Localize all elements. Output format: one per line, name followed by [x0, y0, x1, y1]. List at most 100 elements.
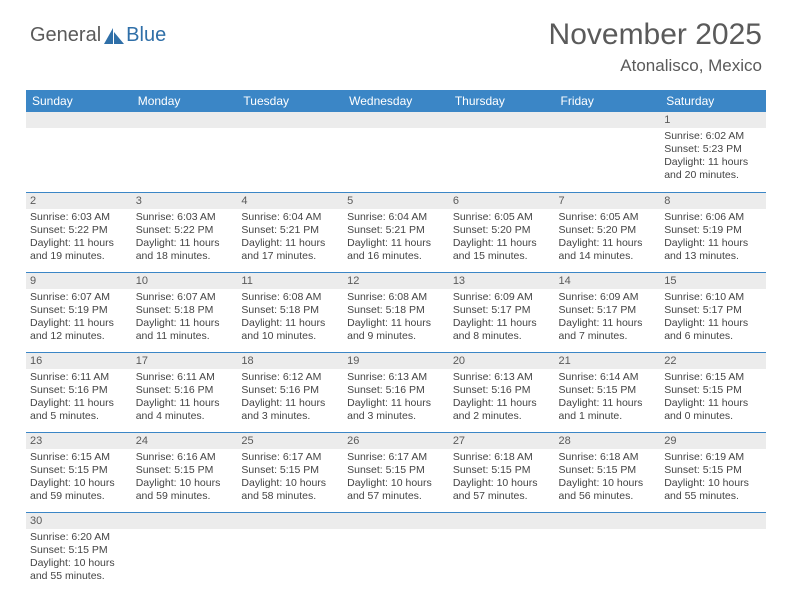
weekday-header: Sunday	[26, 90, 132, 112]
day-number: 16	[26, 353, 132, 369]
day-number: 15	[660, 273, 766, 289]
calendar-week: 2Sunrise: 6:03 AMSunset: 5:22 PMDaylight…	[26, 192, 766, 272]
sunset-line: Sunset: 5:19 PM	[30, 304, 128, 317]
sunrise-line: Sunrise: 6:16 AM	[136, 451, 234, 464]
day-number: 1	[660, 112, 766, 128]
day-number-bar	[343, 513, 449, 529]
sunset-line: Sunset: 5:16 PM	[453, 384, 551, 397]
daylight-line: Daylight: 10 hours and 55 minutes.	[664, 477, 762, 503]
daylight-line: Daylight: 11 hours and 2 minutes.	[453, 397, 551, 423]
calendar-day: 27Sunrise: 6:18 AMSunset: 5:15 PMDayligh…	[449, 432, 555, 512]
calendar-week: 9Sunrise: 6:07 AMSunset: 5:19 PMDaylight…	[26, 272, 766, 352]
day-number: 23	[26, 433, 132, 449]
brand-logo: General Blue	[30, 18, 166, 47]
daylight-line: Daylight: 10 hours and 57 minutes.	[347, 477, 445, 503]
day-details: Sunrise: 6:14 AMSunset: 5:15 PMDaylight:…	[555, 369, 661, 427]
sunrise-line: Sunrise: 6:04 AM	[241, 211, 339, 224]
day-number: 14	[555, 273, 661, 289]
calendar-day: 1Sunrise: 6:02 AMSunset: 5:23 PMDaylight…	[660, 112, 766, 192]
day-details: Sunrise: 6:07 AMSunset: 5:18 PMDaylight:…	[132, 289, 238, 347]
calendar-day: 28Sunrise: 6:18 AMSunset: 5:15 PMDayligh…	[555, 432, 661, 512]
day-details: Sunrise: 6:12 AMSunset: 5:16 PMDaylight:…	[237, 369, 343, 427]
sunset-line: Sunset: 5:21 PM	[347, 224, 445, 237]
calendar-day: 10Sunrise: 6:07 AMSunset: 5:18 PMDayligh…	[132, 272, 238, 352]
calendar-day-empty	[132, 512, 238, 592]
day-number: 8	[660, 193, 766, 209]
daylight-line: Daylight: 11 hours and 15 minutes.	[453, 237, 551, 263]
calendar-day: 20Sunrise: 6:13 AMSunset: 5:16 PMDayligh…	[449, 352, 555, 432]
day-details: Sunrise: 6:11 AMSunset: 5:16 PMDaylight:…	[132, 369, 238, 427]
calendar-week: 16Sunrise: 6:11 AMSunset: 5:16 PMDayligh…	[26, 352, 766, 432]
weekday-header: Friday	[555, 90, 661, 112]
sunset-line: Sunset: 5:22 PM	[136, 224, 234, 237]
sunrise-line: Sunrise: 6:13 AM	[347, 371, 445, 384]
calendar-day-empty	[449, 112, 555, 192]
sunset-line: Sunset: 5:15 PM	[559, 464, 657, 477]
day-details: Sunrise: 6:17 AMSunset: 5:15 PMDaylight:…	[343, 449, 449, 507]
day-details: Sunrise: 6:15 AMSunset: 5:15 PMDaylight:…	[26, 449, 132, 507]
calendar-week: 1Sunrise: 6:02 AMSunset: 5:23 PMDaylight…	[26, 112, 766, 192]
calendar-week: 30Sunrise: 6:20 AMSunset: 5:15 PMDayligh…	[26, 512, 766, 592]
sunrise-line: Sunrise: 6:15 AM	[664, 371, 762, 384]
daylight-line: Daylight: 11 hours and 3 minutes.	[241, 397, 339, 423]
sunrise-line: Sunrise: 6:18 AM	[559, 451, 657, 464]
daylight-line: Daylight: 11 hours and 3 minutes.	[347, 397, 445, 423]
calendar-day-empty	[343, 112, 449, 192]
calendar-day: 21Sunrise: 6:14 AMSunset: 5:15 PMDayligh…	[555, 352, 661, 432]
calendar-day: 17Sunrise: 6:11 AMSunset: 5:16 PMDayligh…	[132, 352, 238, 432]
sunrise-line: Sunrise: 6:07 AM	[30, 291, 128, 304]
calendar-day-empty	[660, 512, 766, 592]
daylight-line: Daylight: 10 hours and 59 minutes.	[30, 477, 128, 503]
daylight-line: Daylight: 10 hours and 56 minutes.	[559, 477, 657, 503]
day-number: 13	[449, 273, 555, 289]
sunrise-line: Sunrise: 6:11 AM	[30, 371, 128, 384]
sunrise-line: Sunrise: 6:17 AM	[347, 451, 445, 464]
sunset-line: Sunset: 5:18 PM	[136, 304, 234, 317]
day-details: Sunrise: 6:05 AMSunset: 5:20 PMDaylight:…	[555, 209, 661, 267]
day-details: Sunrise: 6:18 AMSunset: 5:15 PMDaylight:…	[555, 449, 661, 507]
calendar-day: 9Sunrise: 6:07 AMSunset: 5:19 PMDaylight…	[26, 272, 132, 352]
sunrise-line: Sunrise: 6:19 AM	[664, 451, 762, 464]
calendar-day: 25Sunrise: 6:17 AMSunset: 5:15 PMDayligh…	[237, 432, 343, 512]
day-details: Sunrise: 6:20 AMSunset: 5:15 PMDaylight:…	[26, 529, 132, 587]
sunset-line: Sunset: 5:20 PM	[453, 224, 551, 237]
calendar-day: 14Sunrise: 6:09 AMSunset: 5:17 PMDayligh…	[555, 272, 661, 352]
calendar-day: 30Sunrise: 6:20 AMSunset: 5:15 PMDayligh…	[26, 512, 132, 592]
calendar-day: 15Sunrise: 6:10 AMSunset: 5:17 PMDayligh…	[660, 272, 766, 352]
day-details: Sunrise: 6:04 AMSunset: 5:21 PMDaylight:…	[343, 209, 449, 267]
weekday-header: Saturday	[660, 90, 766, 112]
day-number-bar	[555, 513, 661, 529]
calendar-day: 6Sunrise: 6:05 AMSunset: 5:20 PMDaylight…	[449, 192, 555, 272]
weekday-header: Thursday	[449, 90, 555, 112]
calendar-day: 23Sunrise: 6:15 AMSunset: 5:15 PMDayligh…	[26, 432, 132, 512]
day-details: Sunrise: 6:03 AMSunset: 5:22 PMDaylight:…	[26, 209, 132, 267]
daylight-line: Daylight: 10 hours and 57 minutes.	[453, 477, 551, 503]
day-details: Sunrise: 6:06 AMSunset: 5:19 PMDaylight:…	[660, 209, 766, 267]
calendar-day: 8Sunrise: 6:06 AMSunset: 5:19 PMDaylight…	[660, 192, 766, 272]
day-number-bar	[237, 513, 343, 529]
day-number: 29	[660, 433, 766, 449]
month-title: November 2025	[549, 18, 762, 52]
daylight-line: Daylight: 10 hours and 55 minutes.	[30, 557, 128, 583]
sunset-line: Sunset: 5:18 PM	[347, 304, 445, 317]
day-number: 25	[237, 433, 343, 449]
day-number-bar	[237, 112, 343, 128]
daylight-line: Daylight: 11 hours and 4 minutes.	[136, 397, 234, 423]
daylight-line: Daylight: 11 hours and 6 minutes.	[664, 317, 762, 343]
day-details: Sunrise: 6:10 AMSunset: 5:17 PMDaylight:…	[660, 289, 766, 347]
title-block: November 2025 Atonalisco, Mexico	[549, 18, 762, 76]
location-label: Atonalisco, Mexico	[549, 56, 762, 76]
day-details: Sunrise: 6:13 AMSunset: 5:16 PMDaylight:…	[449, 369, 555, 427]
day-number: 3	[132, 193, 238, 209]
daylight-line: Daylight: 11 hours and 9 minutes.	[347, 317, 445, 343]
brand-part1: General	[30, 24, 101, 47]
daylight-line: Daylight: 11 hours and 18 minutes.	[136, 237, 234, 263]
sunrise-line: Sunrise: 6:09 AM	[559, 291, 657, 304]
calendar-day-empty	[132, 112, 238, 192]
weekday-header: Tuesday	[237, 90, 343, 112]
day-number: 4	[237, 193, 343, 209]
calendar-day-empty	[449, 512, 555, 592]
sunset-line: Sunset: 5:15 PM	[453, 464, 551, 477]
daylight-line: Daylight: 11 hours and 0 minutes.	[664, 397, 762, 423]
daylight-line: Daylight: 11 hours and 5 minutes.	[30, 397, 128, 423]
